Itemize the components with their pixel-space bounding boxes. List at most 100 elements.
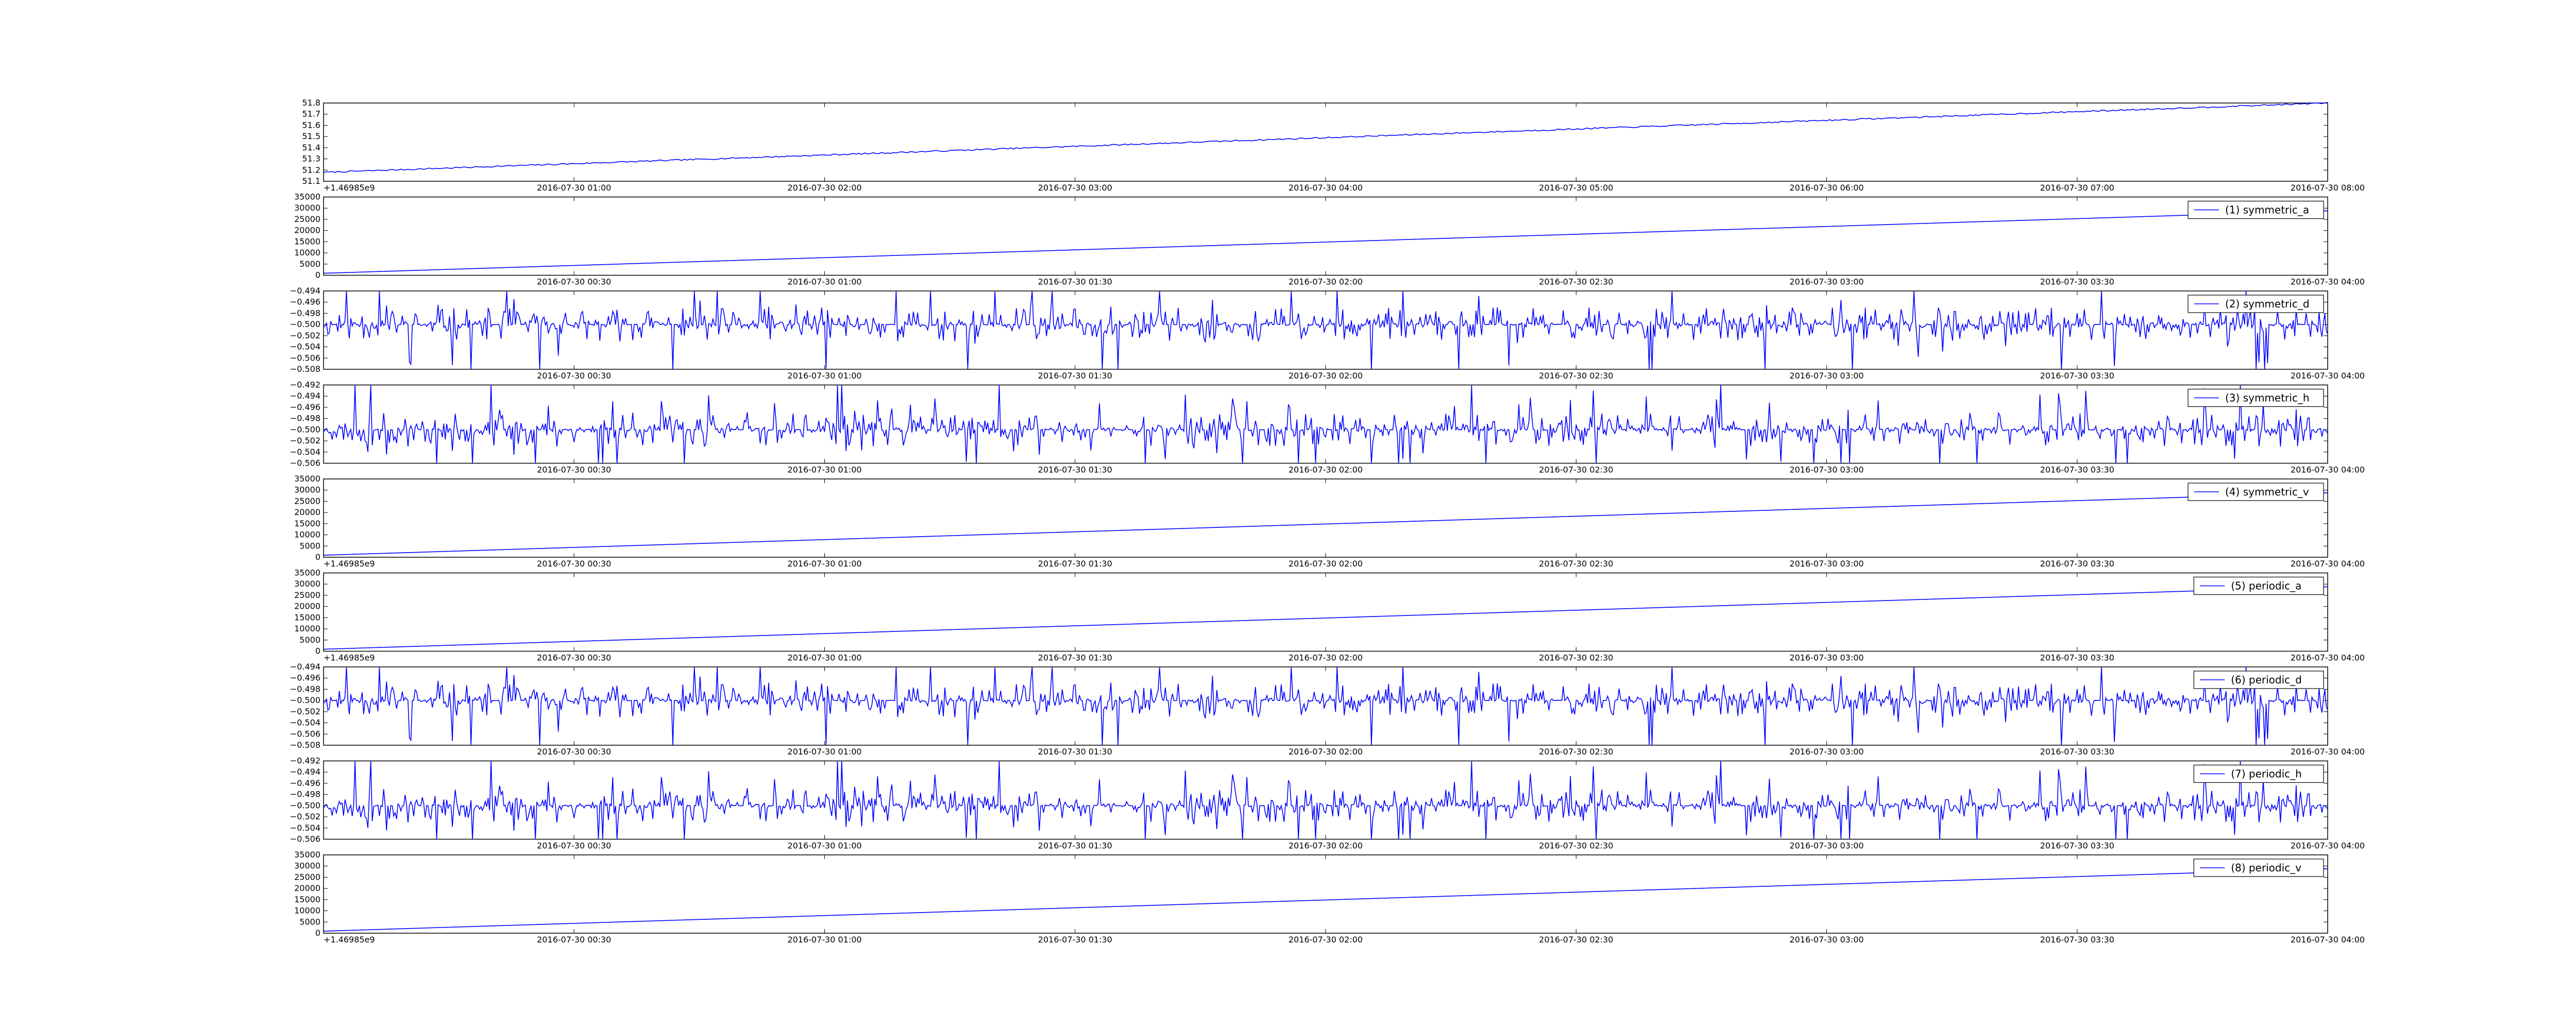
y-tick-label: 10000 [294, 248, 320, 258]
x-tick-label: 2016-07-30 00:30 [537, 653, 611, 663]
x-tick-label: 2016-07-30 02:00 [1289, 277, 1363, 287]
x-tick-label: 2016-07-30 03:00 [1789, 465, 1863, 475]
y-tick-label: 25000 [294, 496, 320, 506]
x-tick-label: 2016-07-30 02:30 [1539, 747, 1613, 757]
y-tick-label: 20000 [294, 226, 320, 235]
y-tick-label: 15000 [294, 236, 320, 246]
y-tick-label: 35000 [294, 192, 320, 202]
x-tick-label: 2016-07-30 03:30 [2040, 935, 2114, 945]
y-offset-label: +1.46985e9 [324, 183, 375, 193]
y-tick-label: 5000 [299, 541, 320, 551]
y-tick-label: 15000 [294, 895, 320, 904]
x-tick-label: 2016-07-30 04:00 [2291, 653, 2365, 663]
x-tick-label: 2016-07-30 02:00 [1289, 841, 1363, 851]
x-tick-label: 2016-07-30 01:00 [787, 841, 861, 851]
y-offset-label: +1.46985e9 [324, 559, 375, 569]
x-tick-label: 2016-07-30 01:00 [787, 559, 861, 569]
subplot-4: −0.506−0.504−0.502−0.500−0.498−0.496−0.4… [290, 380, 2365, 475]
y-tick-label: 51.3 [302, 154, 320, 164]
x-tick-label: 2016-07-30 02:30 [1539, 465, 1613, 475]
x-tick-label: 2016-07-30 02:30 [1539, 277, 1613, 287]
y-tick-label: −0.508 [290, 740, 320, 750]
legend-label: (4) symmetric_v [2225, 486, 2309, 498]
x-tick-label: 2016-07-30 00:30 [537, 747, 611, 757]
y-tick-label: −0.504 [290, 447, 320, 457]
y-offset-label: +1.46985e9 [324, 653, 375, 663]
x-tick-label: 2016-07-30 03:00 [1789, 653, 1863, 663]
series-line [323, 290, 2328, 370]
y-tick-label: −0.496 [290, 673, 320, 683]
x-tick-label: 2016-07-30 02:30 [1539, 559, 1613, 569]
x-tick-label: 2016-07-30 03:00 [1789, 277, 1863, 287]
x-tick-label: 2016-07-30 03:30 [2040, 277, 2114, 287]
y-tick-label: 51.8 [302, 98, 320, 108]
legend: (6) periodic_d [2193, 671, 2324, 689]
y-tick-label: 15000 [294, 519, 320, 528]
series-line [323, 102, 2328, 174]
x-tick-label: 2016-07-30 03:30 [2040, 653, 2114, 663]
x-tick-label: 2016-07-30 04:00 [2291, 841, 2365, 851]
subplot-8: −0.506−0.504−0.502−0.500−0.498−0.496−0.4… [290, 756, 2365, 851]
legend: (8) periodic_v [2193, 859, 2324, 877]
y-tick-label: −0.496 [290, 297, 320, 307]
x-tick-label: 2016-07-30 01:30 [1038, 559, 1112, 569]
y-tick-label: 0 [315, 270, 320, 280]
y-tick-label: 10000 [294, 906, 320, 916]
legend: (4) symmetric_v [2188, 483, 2324, 501]
legend-label: (7) periodic_h [2231, 768, 2302, 780]
legend: (3) symmetric_h [2188, 388, 2324, 407]
legend-label: (1) symmetric_a [2225, 204, 2309, 216]
x-tick-label: 2016-07-30 00:30 [537, 465, 611, 475]
y-tick-label: 10000 [294, 530, 320, 540]
legend-label: (2) symmetric_d [2225, 298, 2310, 310]
series-line [323, 492, 2328, 556]
y-tick-label: −0.504 [290, 342, 320, 352]
x-tick-label: 2016-07-30 02:30 [1539, 841, 1613, 851]
y-tick-label: −0.498 [290, 789, 320, 799]
legend: (2) symmetric_d [2188, 295, 2324, 313]
y-tick-label: 15000 [294, 612, 320, 622]
x-tick-label: 2016-07-30 01:30 [1038, 841, 1112, 851]
x-tick-label: 2016-07-30 01:30 [1038, 653, 1112, 663]
y-tick-label: −0.498 [290, 684, 320, 694]
x-tick-label: 2016-07-30 03:00 [1789, 841, 1863, 851]
series-line [323, 666, 2328, 746]
x-tick-label: 2016-07-30 00:30 [537, 277, 611, 287]
x-tick-label: 2016-07-30 05:00 [1539, 183, 1613, 193]
x-tick-label: 2016-07-30 00:30 [537, 841, 611, 851]
x-tick-label: 2016-07-30 03:30 [2040, 465, 2114, 475]
legend-label: (3) symmetric_h [2225, 392, 2310, 404]
y-tick-label: 25000 [294, 590, 320, 600]
y-tick-label: 20000 [294, 602, 320, 611]
y-tick-label: −0.492 [290, 380, 320, 390]
y-tick-label: −0.502 [290, 331, 320, 340]
x-tick-label: 2016-07-30 04:00 [2291, 559, 2365, 569]
x-tick-label: 2016-07-30 01:00 [787, 653, 861, 663]
y-tick-label: −0.506 [290, 458, 320, 468]
y-tick-label: 25000 [294, 872, 320, 882]
legend-label: (6) periodic_d [2231, 674, 2302, 686]
x-tick-label: 2016-07-30 02:00 [1289, 371, 1363, 381]
y-tick-label: −0.502 [290, 436, 320, 445]
series-line [323, 868, 2328, 932]
x-tick-label: 2016-07-30 07:00 [2040, 183, 2114, 193]
x-tick-label: 2016-07-30 06:00 [1789, 183, 1863, 193]
x-tick-label: 2016-07-30 08:00 [2291, 183, 2365, 193]
x-tick-label: 2016-07-30 01:30 [1038, 277, 1112, 287]
y-tick-label: −0.494 [290, 286, 320, 296]
y-tick-label: −0.500 [290, 319, 320, 329]
y-tick-label: 51.1 [302, 176, 320, 186]
legend: (5) periodic_a [2193, 576, 2324, 595]
y-tick-label: 51.6 [302, 120, 320, 130]
x-tick-label: 2016-07-30 04:00 [2291, 371, 2365, 381]
series-line [323, 210, 2328, 274]
x-tick-label: 2016-07-30 01:30 [1038, 935, 1112, 945]
y-tick-label: −0.498 [290, 308, 320, 318]
subplot-7: −0.508−0.506−0.504−0.502−0.500−0.498−0.4… [290, 662, 2365, 757]
y-tick-label: 30000 [294, 579, 320, 589]
